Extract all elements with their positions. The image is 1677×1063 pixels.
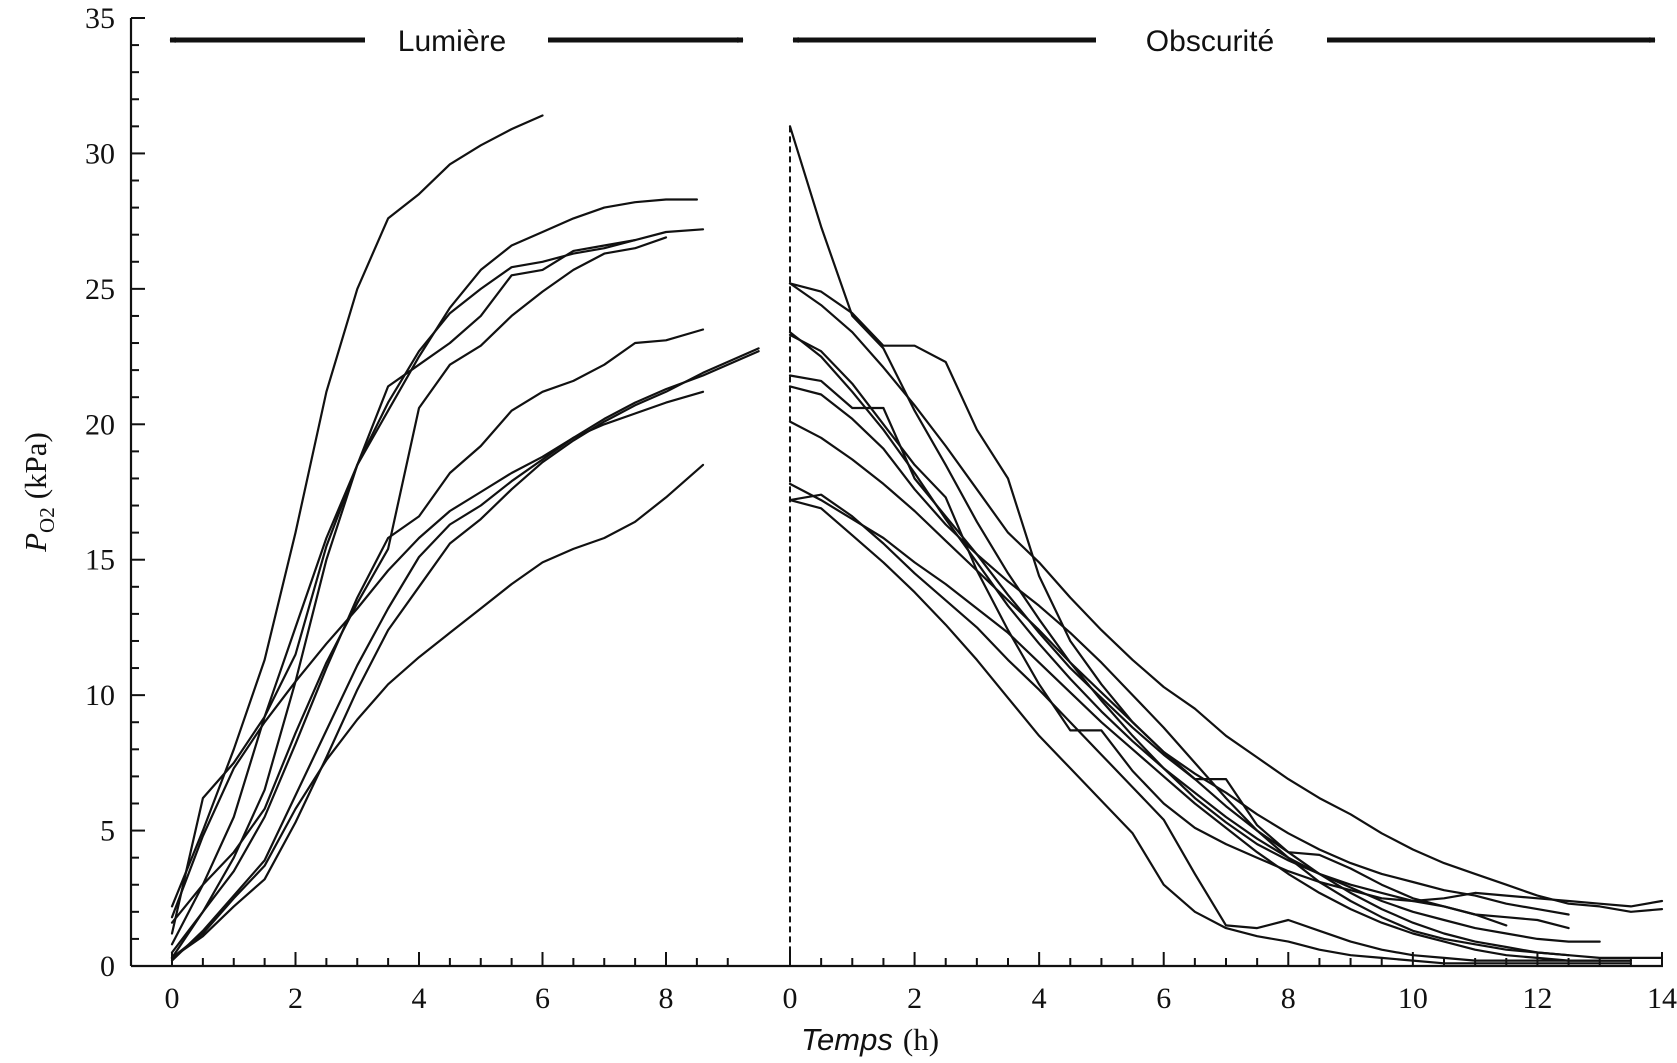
dark-series-line bbox=[788, 499, 1633, 965]
light-series-line bbox=[170, 328, 705, 960]
y-tick-label: 5 bbox=[100, 815, 115, 848]
dark-period-label: Obscurité bbox=[1146, 25, 1274, 58]
x-tick-label: 14 bbox=[1647, 982, 1677, 1015]
dark-period-arrow: Obscurité bbox=[792, 25, 1656, 58]
x-tick-label: 10 bbox=[1398, 982, 1428, 1015]
x-tick-label: 0 bbox=[783, 982, 798, 1015]
y-tick-label: 30 bbox=[85, 137, 115, 170]
y-axis-title: PO2 (kPa) bbox=[18, 432, 59, 553]
dark-series-line bbox=[788, 385, 1664, 960]
y-ticks: 0 5 10 15 20 25 30 35 bbox=[85, 2, 145, 983]
dark-series-line bbox=[788, 420, 1570, 957]
y-tick-label: 15 bbox=[85, 544, 115, 577]
light-series-line bbox=[170, 239, 637, 954]
dark-series-line bbox=[788, 125, 1508, 927]
y-axis-title-main: P bbox=[18, 533, 53, 553]
x-tick-label: 6 bbox=[1156, 982, 1171, 1015]
light-series-line bbox=[170, 236, 668, 924]
light-series-line bbox=[170, 228, 705, 946]
x-axis-title-main: Temps bbox=[801, 1022, 893, 1057]
dark-series-line bbox=[788, 333, 1664, 908]
x-ticks: 0 2 4 6 8 0 2 4 6 8 10 12 14 bbox=[165, 952, 1677, 1015]
y-tick-label: 25 bbox=[85, 273, 115, 306]
x-tick-label: 8 bbox=[1281, 982, 1296, 1015]
series-group bbox=[170, 114, 1664, 965]
dark-series-line bbox=[788, 482, 1633, 962]
y-tick-label: 35 bbox=[85, 2, 115, 35]
light-series-line bbox=[170, 347, 760, 960]
x-axis-title: Temps (h) bbox=[801, 1022, 939, 1057]
x-tick-label: 2 bbox=[288, 982, 303, 1015]
y-tick-label: 20 bbox=[85, 408, 115, 441]
y-axis-title-sub: O2 bbox=[35, 507, 59, 533]
light-series-line bbox=[170, 463, 705, 960]
light-series-line bbox=[170, 114, 544, 908]
x-tick-label: 4 bbox=[1032, 982, 1047, 1015]
y-axis-title-unit: (kPa) bbox=[18, 432, 53, 499]
x-tick-label: 8 bbox=[659, 982, 674, 1015]
light-series-line bbox=[170, 350, 760, 962]
dark-series-line bbox=[788, 282, 1664, 913]
light-period-label: Lumière bbox=[398, 25, 506, 58]
light-period-arrow: Lumière bbox=[169, 25, 744, 58]
dark-series-line bbox=[788, 493, 1633, 962]
y-tick-label: 10 bbox=[85, 679, 115, 712]
dark-series-line bbox=[788, 282, 1570, 916]
dark-series-line bbox=[788, 331, 1601, 943]
x-tick-label: 0 bbox=[165, 982, 180, 1015]
x-tick-label: 12 bbox=[1522, 982, 1552, 1015]
x-tick-label: 4 bbox=[412, 982, 427, 1015]
light-series-line bbox=[170, 390, 705, 919]
y-tick-label: 0 bbox=[100, 950, 115, 983]
x-axis-title-unit: (h) bbox=[903, 1022, 939, 1057]
x-tick-label: 2 bbox=[907, 982, 922, 1015]
x-tick-label: 6 bbox=[535, 982, 550, 1015]
